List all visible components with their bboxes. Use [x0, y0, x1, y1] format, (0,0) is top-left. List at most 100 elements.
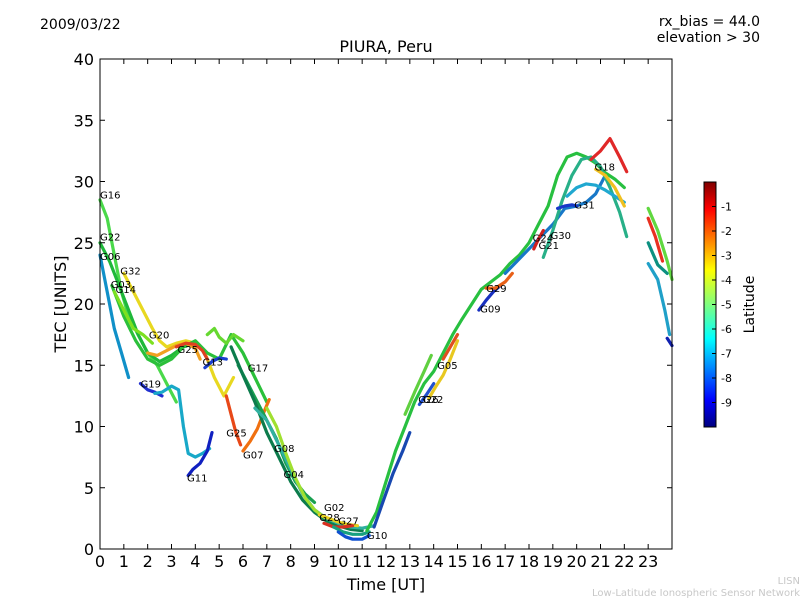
series-g17 [236, 363, 317, 504]
x-tick-label: 14 [423, 552, 443, 571]
series-g22b [427, 339, 460, 400]
x-tick-label: 12 [376, 552, 396, 571]
series-g05 [441, 333, 460, 361]
colorbar-tick-label: -1 [721, 201, 732, 214]
series-g25b [224, 394, 243, 447]
series-g05b [403, 353, 433, 416]
series-label-g13: G13 [203, 357, 223, 368]
series-g04 [265, 406, 326, 519]
x-ticks: 0 1 2 3 4 5 6 7 8 9 10 11 12 13 14 15 16 17 18 19 20 21 22 23 [95, 59, 658, 571]
y-tick-label: 15 [74, 356, 94, 375]
series-label-g27: G27 [338, 517, 358, 528]
x-tick-label: 19 [543, 552, 563, 571]
colorbar: -1 -2 -3 -4 -5 -6 -7 -8 -9 Latitude [703, 181, 758, 428]
x-tick-label: 10 [328, 552, 348, 571]
series-label-g28: G28 [319, 513, 339, 524]
watermark-line2: Low-Latitude Ionospheric Sensor Network [592, 588, 800, 599]
y-tick-label: 10 [74, 418, 94, 437]
series-g28 [322, 521, 355, 529]
series-label-g22: G22 [100, 232, 120, 243]
series-g_tail3 [646, 241, 669, 275]
series-label-g18: G18 [595, 163, 615, 174]
series-g10 [336, 530, 371, 541]
series-label-g32: G32 [120, 267, 140, 278]
x-tick-label: 0 [95, 552, 105, 571]
y-tick-label: 40 [74, 50, 94, 69]
series-g31 [555, 203, 579, 210]
date-label: 2009/03/22 [40, 17, 121, 33]
y-tick-label: 0 [84, 540, 94, 559]
series-label-g25: G25 [226, 428, 246, 439]
x-tick-label: 18 [519, 552, 539, 571]
x-tick-label: 20 [566, 552, 586, 571]
series-label-g20: G20 [149, 330, 169, 341]
series-g11 [186, 431, 214, 478]
series-g13 [203, 356, 228, 370]
x-tick-label: 11 [352, 552, 372, 571]
series-g18b [594, 167, 626, 208]
x-tick-label: 16 [471, 552, 491, 571]
series-g27 [332, 525, 371, 536]
y-tick-label: 20 [74, 295, 94, 314]
series-label-g07: G07 [243, 450, 263, 461]
series-label-g04: G04 [284, 470, 304, 481]
series-g26 [417, 382, 436, 406]
series-g25 [174, 341, 209, 361]
y-tick-label: 25 [74, 234, 94, 253]
series-label-g29: G29 [486, 284, 506, 295]
series-label-g09: G09 [480, 305, 500, 316]
x-tick-label: 3 [166, 552, 176, 571]
y-tick-label: 30 [74, 173, 94, 192]
x-tick-label: 22 [614, 552, 634, 571]
x-tick-label: 9 [309, 552, 319, 571]
colorbar-tick-label: -9 [721, 397, 732, 410]
x-tick-label: 23 [638, 552, 658, 571]
rx-bias-label: rx_bias = 44.0 [658, 14, 760, 30]
y-tick-label: 5 [84, 479, 94, 498]
watermark: LISN Low-Latitude Ionospheric Sensor Net… [592, 576, 800, 600]
series-label-g31: G31 [574, 200, 594, 211]
series-label-g10: G10 [367, 531, 387, 542]
series-g06 [98, 253, 131, 380]
series-label-g25: G25 [178, 345, 198, 356]
x-tick-label: 1 [119, 552, 129, 571]
series-g19b [153, 384, 212, 459]
series-layer [98, 137, 674, 541]
x-tick-label: 15 [447, 552, 467, 571]
plot-frame [99, 58, 673, 550]
colorbar-tick-label: -2 [721, 225, 732, 238]
series-label-g19: G19 [141, 379, 161, 390]
series-label-g24: G24 [533, 234, 553, 245]
series-g18 [589, 137, 629, 174]
receiver-info: rx_bias = 44.0 elevation > 30 [657, 14, 760, 46]
x-tick-label: 17 [495, 552, 515, 571]
series-g14 [112, 290, 154, 345]
series-label-g17: G17 [248, 363, 268, 374]
x-tick-label: 13 [400, 552, 420, 571]
x-tick-label: 5 [214, 552, 224, 571]
colorbar-tick-label: -7 [721, 348, 732, 361]
series-g_tail4 [646, 262, 672, 337]
elevation-label: elevation > 30 [656, 30, 760, 46]
x-tick-label: 8 [286, 552, 296, 571]
series-g21 [532, 228, 545, 251]
series-label-g30: G30 [551, 231, 571, 242]
series-label-g05: G05 [437, 361, 457, 372]
y-axis-label: TEC [UNITS] [51, 256, 70, 354]
x-tick-label: 4 [190, 552, 200, 571]
colorbar-tick-label: -3 [721, 250, 732, 263]
colorbar-label: Latitude [742, 276, 758, 334]
series-label-g21: G21 [539, 241, 559, 252]
series-g_rise1 [365, 151, 626, 533]
x-tick-label: 6 [238, 552, 248, 571]
x-tick-label: 21 [590, 552, 610, 571]
series-g12 [205, 326, 245, 345]
x-tick-label: 2 [143, 552, 153, 571]
x-axis-label: Time [UT] [346, 575, 425, 594]
series-g31b [565, 182, 626, 204]
colorbar-tick-label: -6 [721, 323, 732, 336]
series-g_tail1 [646, 216, 665, 263]
colorbar-tick-label: -5 [721, 299, 732, 312]
